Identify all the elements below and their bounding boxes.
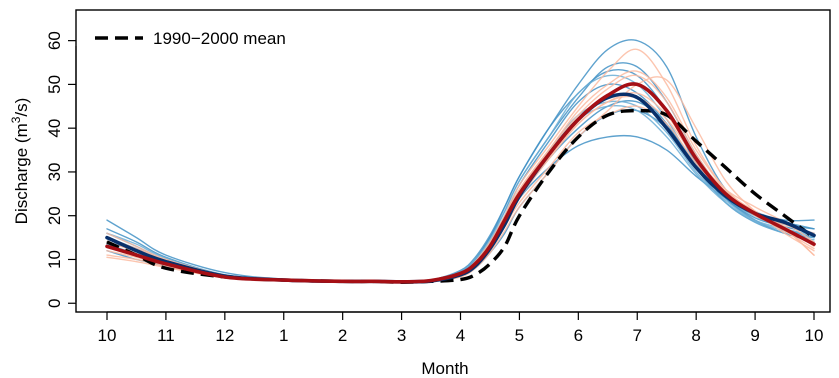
x-axis-label: Month: [421, 359, 468, 378]
x-tick-label: 5: [515, 326, 524, 345]
legend: 1990−2000 mean: [95, 29, 286, 48]
y-tick-label: 50: [45, 75, 64, 94]
x-tick-label: 1: [279, 326, 288, 345]
x-tick-label: 3: [397, 326, 406, 345]
ensemble-member-line-13: [106, 95, 815, 283]
y-tick-label: 40: [45, 119, 64, 138]
x-tick-label: 7: [633, 326, 642, 345]
x-axis: 10 11 12 1 2 3 4 5 6 7 8 9 10: [98, 311, 824, 345]
y-tick-label: 0: [45, 299, 64, 308]
ensemble-member-line-17: [106, 105, 815, 283]
x-tick-label: 10: [805, 326, 824, 345]
ensemble-member-line-6: [106, 109, 815, 283]
y-tick-label: 20: [45, 206, 64, 225]
reference-mean-dashed-line: [106, 108, 816, 284]
blue-ensemble-mean-line: [105, 92, 816, 284]
ensemble-member-line-1: [106, 39, 815, 283]
y-tick-label: 10: [45, 250, 64, 269]
ensemble-member-line-4: [106, 134, 815, 283]
x-tick-label: 6: [574, 326, 583, 345]
x-tick-label: 2: [338, 326, 347, 345]
x-tick-label: 9: [750, 326, 759, 345]
y-axis-label-prefix: Discharge (m: [12, 123, 31, 224]
red-ensemble-mean-line: [105, 82, 816, 284]
y-axis-label: Discharge (m3/s): [9, 98, 31, 225]
y-tick-label: 60: [45, 31, 64, 50]
y-axis-label-suffix: /s): [12, 98, 31, 117]
x-tick-label: 4: [456, 326, 465, 345]
ensemble-member-line-10: [106, 104, 815, 283]
x-tick-label: 11: [157, 326, 175, 345]
x-tick-label: 12: [215, 326, 234, 345]
y-tick-label: 30: [45, 162, 64, 181]
x-tick-label: 10: [98, 326, 117, 345]
legend-entry-label: 1990−2000 mean: [153, 29, 286, 48]
ensemble-member-line-8: [106, 100, 815, 283]
ensemble-member-line-12: [106, 48, 815, 283]
x-tick-label: 8: [691, 326, 700, 345]
y-axis-label-superscript: 3: [9, 116, 23, 123]
y-axis: 0 10 20 30 40 50 60: [45, 31, 77, 308]
ensemble-member-line-3: [106, 100, 815, 283]
series-layer: [105, 39, 816, 284]
